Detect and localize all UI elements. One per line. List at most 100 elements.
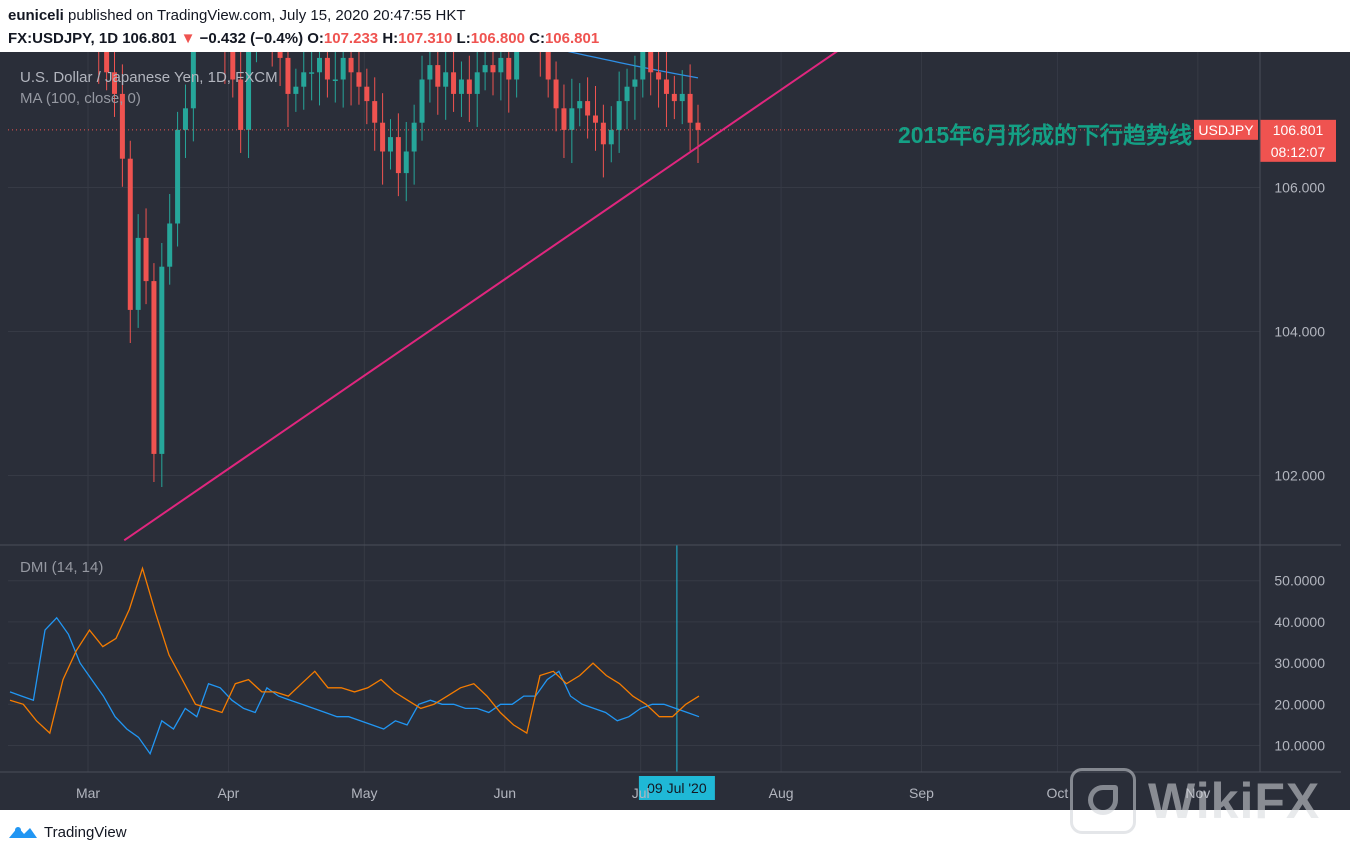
grid-lines	[8, 52, 1260, 772]
publish-info: euniceli published on TradingView.com, J…	[8, 7, 466, 24]
candle-body	[104, 52, 110, 73]
candle-body	[151, 281, 157, 454]
dmi-tick-label: 20.0000	[1274, 696, 1325, 712]
candle-body	[324, 57, 330, 80]
candle-body	[159, 266, 165, 454]
cursor-date-tag	[638, 776, 715, 800]
axes: Mar Apr May Jun Jul Aug Sep Oct Nov 102.000 104.00…	[0, 52, 1341, 801]
candle-body	[640, 52, 646, 80]
tradingview-logo-icon	[9, 827, 37, 838]
candle-body	[372, 101, 378, 123]
ma-line	[567, 52, 699, 79]
last-price-text: 106.801	[1273, 122, 1324, 138]
candle-body	[474, 72, 480, 94]
candle-body	[671, 93, 677, 102]
candle-body	[380, 122, 386, 152]
candle-body	[419, 79, 425, 123]
high-label: H:	[382, 30, 399, 47]
candle-body	[695, 122, 701, 130]
dmi-tick-label: 10.0000	[1274, 738, 1325, 754]
watermark-text: WikiFX	[1148, 773, 1321, 829]
wikifx-logo-icon	[1070, 768, 1136, 834]
candle-body	[569, 108, 575, 130]
last-price-tag	[1260, 119, 1336, 162]
candle-body	[648, 52, 654, 73]
x-tick-label: Jun	[493, 785, 516, 801]
candle-body	[348, 57, 354, 73]
footer-brand[interactable]: TradingView	[8, 820, 127, 844]
candle-body	[553, 79, 559, 109]
dmi-legend: DMI (14, 14)	[20, 559, 103, 576]
candle-body	[632, 79, 638, 87]
candle-body	[364, 86, 370, 102]
candle-body	[340, 57, 346, 80]
dmi-plus-line	[9, 616, 700, 756]
candle-body	[687, 93, 693, 123]
candle-body	[332, 79, 338, 81]
candle-body	[585, 101, 591, 116]
candle-body	[656, 72, 662, 80]
candle-body	[175, 129, 181, 224]
candle-body	[443, 72, 449, 87]
countdown-text: 08:12:07	[1271, 144, 1326, 160]
ma100-line	[567, 52, 699, 79]
ohlc-header: FX:USDJPY, 1D 106.801 ▼ −0.432 (−0.4%) O…	[8, 30, 599, 47]
candle-body	[482, 65, 488, 73]
y-tick-label: 104.000	[1274, 324, 1325, 340]
x-tick-label: Oct	[1047, 785, 1069, 801]
chart-title: U.S. Dollar / Japanese Yen, 1D, FXCM	[20, 69, 278, 86]
candle-body	[561, 108, 567, 130]
y-tick-label: 106.000	[1274, 180, 1325, 196]
symbol-interval: FX:USDJPY, 1D	[8, 30, 119, 47]
candle-body	[514, 52, 520, 80]
candle-body	[317, 57, 323, 73]
watermark: WikiFX	[1070, 765, 1340, 837]
dmi-tick-label: 40.0000	[1274, 614, 1325, 630]
x-tick-label: Apr	[218, 785, 240, 801]
candle-body	[427, 65, 433, 80]
open-value: 107.233	[323, 30, 379, 47]
candle-body	[277, 52, 283, 58]
candle-body	[608, 129, 614, 145]
dmi-minus-line	[9, 566, 700, 735]
candle-body	[490, 65, 496, 73]
candle-body	[309, 72, 315, 74]
x-tick-label: Sep	[909, 785, 934, 801]
candle-body	[395, 137, 401, 174]
candle-body	[182, 108, 188, 130]
price-change: −0.432 (−0.4%)	[199, 30, 304, 47]
candle-body	[411, 122, 417, 152]
down-arrow-icon: ▼	[180, 30, 196, 47]
candle-body	[246, 52, 252, 130]
candle-body	[458, 79, 464, 94]
x-tick-label: Aug	[769, 785, 794, 801]
y-tick-label: 102.000	[1274, 468, 1325, 484]
candle-body	[387, 137, 393, 152]
high-value: 107.310	[398, 30, 453, 47]
candle-body	[403, 151, 409, 174]
candle-body	[592, 115, 598, 123]
candle-body	[167, 223, 173, 267]
candle-body	[190, 52, 196, 109]
open-label: O:	[307, 30, 324, 47]
cursor-date-text: 09 Jul '20	[647, 780, 707, 796]
low-label: L:	[456, 30, 471, 47]
candle-body	[127, 158, 133, 310]
candle-body	[119, 93, 125, 159]
candle-body	[498, 57, 504, 73]
low-value: 106.800	[470, 30, 525, 47]
candlesticks	[98, 52, 701, 488]
ma-legend: MA (100, close, 0)	[20, 90, 141, 107]
candle-body	[624, 86, 630, 102]
candle-body	[135, 237, 141, 310]
candle-body	[663, 79, 669, 94]
symbol-tag-text: USDJPY	[1198, 122, 1254, 138]
brand-name: TradingView	[44, 823, 127, 841]
candle-body	[238, 79, 244, 130]
dmi-tick-label: 50.0000	[1274, 573, 1325, 589]
author-name[interactable]: euniceli	[8, 7, 64, 24]
last-price: 106.801	[122, 30, 177, 47]
support-trendline	[123, 52, 838, 542]
